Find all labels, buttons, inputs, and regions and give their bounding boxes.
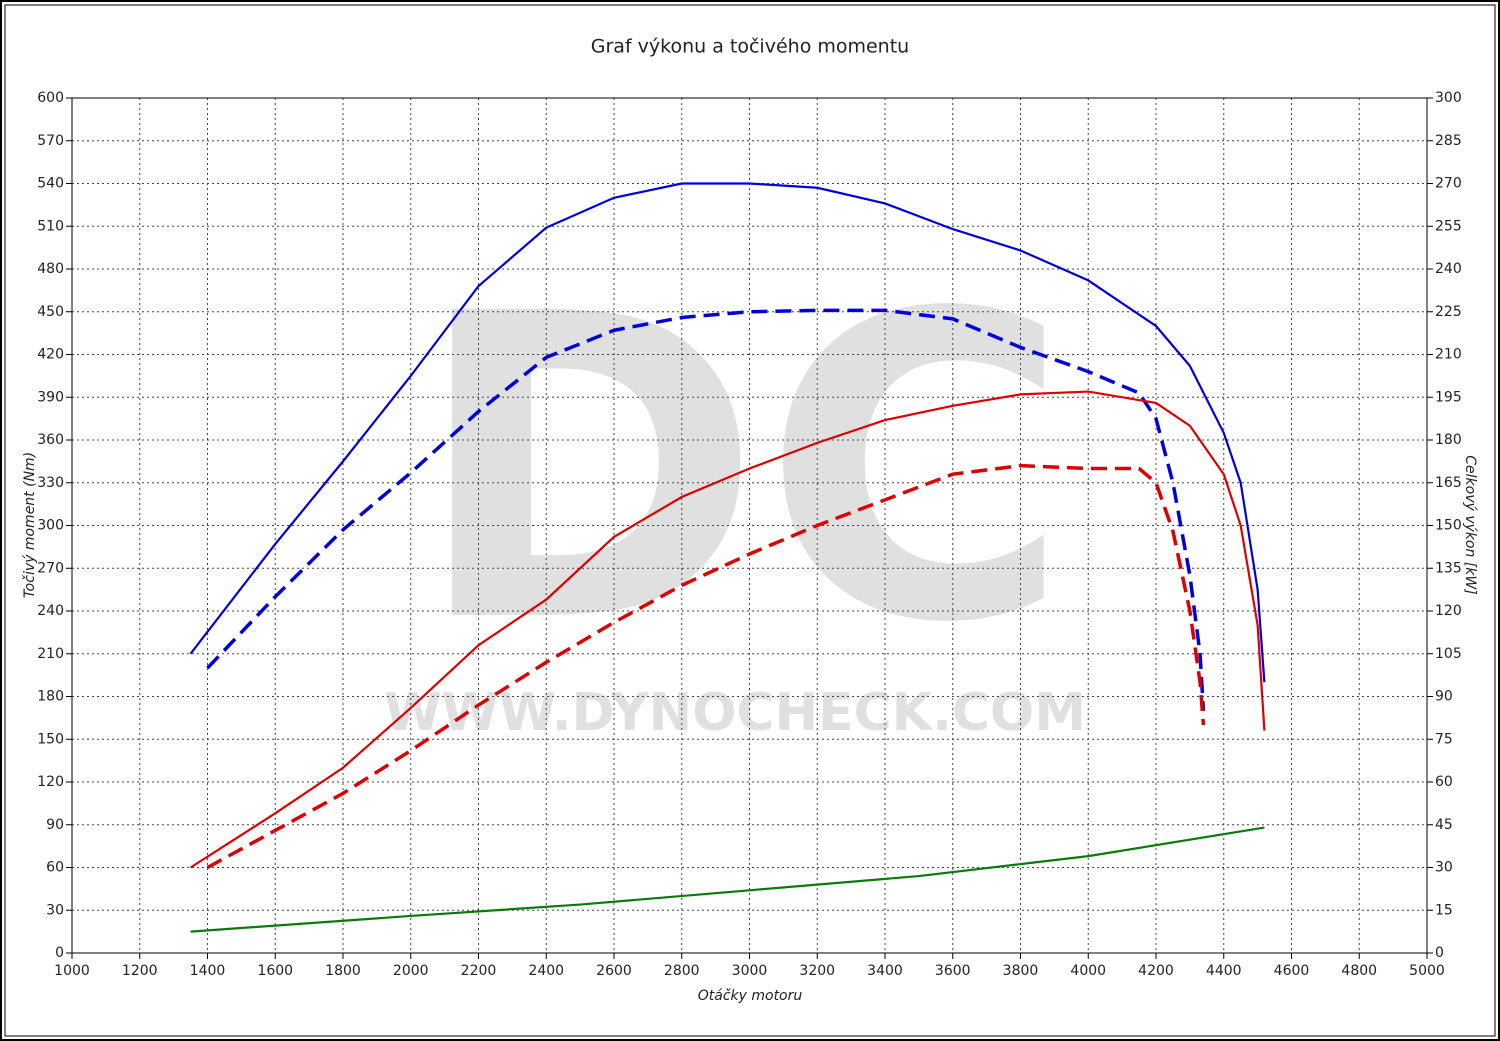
y2-tick-label: 15 [1435, 902, 1453, 918]
x-tick-label: 2000 [393, 963, 429, 979]
y2-tick-label: 30 [1435, 860, 1453, 876]
y-tick-label: 420 [37, 347, 64, 363]
x-tick-label: 3000 [732, 963, 768, 979]
y2-tick-label: 180 [1435, 432, 1462, 448]
y-tick-label: 150 [37, 731, 64, 747]
y-tick-label: 480 [37, 261, 64, 277]
x-tick-label: 3600 [935, 963, 971, 979]
x-tick-label: 1000 [54, 963, 90, 979]
y-tick-label: 180 [37, 689, 64, 705]
series-line [189, 390, 1266, 869]
y-tick-label: 390 [37, 389, 64, 405]
y-tick-label: 330 [37, 475, 64, 491]
y-tick-label: 600 [37, 90, 64, 106]
x-tick-label: 3200 [799, 963, 835, 979]
x-tick-label: 2800 [664, 963, 700, 979]
y2-tick-label: 90 [1435, 689, 1453, 705]
y-tick-label: 60 [46, 860, 64, 876]
x-tick-label: 4600 [1274, 963, 1310, 979]
y2-tick-label: 45 [1435, 817, 1453, 833]
watermark-url: WWW.DYNOCHECK.COM [384, 683, 1086, 743]
y2-tick-label: 210 [1435, 347, 1462, 363]
inner-frame [4, 4, 1496, 1037]
series-line [206, 463, 1206, 870]
y2-tick-label: 135 [1435, 560, 1462, 576]
y-axis-label: Točivý moment (Nm) [22, 452, 38, 598]
x-tick-label: 1600 [257, 963, 293, 979]
y2-tick-label: 60 [1435, 774, 1453, 790]
y-tick-label: 510 [37, 218, 64, 234]
y-tick-label: 90 [46, 817, 64, 833]
y2-tick-label: 0 [1435, 945, 1444, 961]
x-tick-label: 2400 [528, 963, 564, 979]
series-line [206, 308, 1206, 711]
x-tick-label: 1400 [190, 963, 226, 979]
y2-tick-label: 120 [1435, 603, 1462, 619]
y2-tick-label: 300 [1435, 90, 1462, 106]
series-line [189, 182, 1266, 683]
plot-frame [71, 97, 1428, 954]
series-line [190, 826, 1265, 933]
y-tick-label: 240 [37, 603, 64, 619]
y2-tick-label: 75 [1435, 731, 1453, 747]
y2-tick-label: 270 [1435, 176, 1462, 192]
y2-tick-label: 225 [1435, 304, 1462, 320]
y-tick-label: 300 [37, 518, 64, 534]
y2-axis-label: Celkový výkon [kW] [1462, 455, 1478, 594]
watermark-logo: DC [414, 226, 1071, 715]
y-tick-label: 120 [37, 774, 64, 790]
y2-tick-label: 105 [1435, 646, 1462, 662]
x-tick-label: 4400 [1206, 963, 1242, 979]
x-tick-label: 3400 [867, 963, 903, 979]
x-tick-label: 2600 [596, 963, 632, 979]
y2-tick-label: 285 [1435, 133, 1462, 149]
y-tick-label: 0 [55, 945, 64, 961]
x-tick-label: 4200 [1138, 963, 1174, 979]
y-tick-label: 30 [46, 902, 64, 918]
y-tick-label: 360 [37, 432, 64, 448]
chart-title: Graf výkonu a točivého momentu [591, 36, 909, 58]
y-tick-label: 270 [37, 560, 64, 576]
y2-tick-label: 165 [1435, 475, 1462, 491]
x-tick-label: 4800 [1341, 963, 1377, 979]
x-tick-label: 5000 [1409, 963, 1445, 979]
x-tick-label: 1800 [325, 963, 361, 979]
y-tick-label: 570 [37, 133, 64, 149]
y-tick-label: 450 [37, 304, 64, 320]
x-tick-label: 4000 [1070, 963, 1106, 979]
y2-tick-label: 150 [1435, 518, 1462, 534]
y2-tick-label: 255 [1435, 218, 1462, 234]
y-tick-label: 540 [37, 176, 64, 192]
y2-tick-label: 240 [1435, 261, 1462, 277]
y2-tick-label: 195 [1435, 389, 1462, 405]
x-axis-label: Otáčky motoru [698, 988, 803, 1004]
y-tick-label: 210 [37, 646, 64, 662]
x-tick-label: 2200 [461, 963, 497, 979]
x-tick-label: 3800 [1003, 963, 1039, 979]
x-tick-label: 1200 [122, 963, 158, 979]
